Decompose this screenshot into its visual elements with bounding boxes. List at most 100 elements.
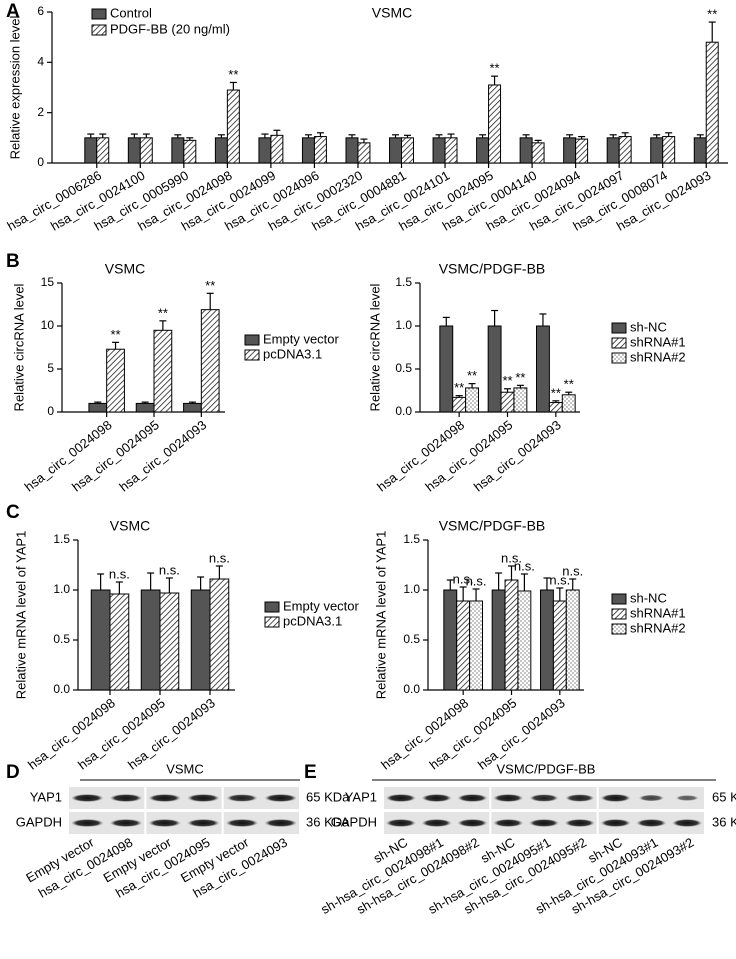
y-tick-label: 0 [47, 404, 54, 418]
bar [226, 89, 240, 164]
band [564, 819, 595, 827]
blot-title: VSMC/PDGF-BB [497, 761, 596, 776]
size-label: 36 KDa [306, 814, 350, 829]
legend-label: Empty vector [283, 598, 360, 613]
y-axis-title: Relative circRNA level [11, 283, 26, 411]
bar [491, 589, 506, 691]
band [421, 819, 452, 827]
legend-swatch [611, 593, 627, 605]
band [109, 819, 143, 827]
significance: ** [228, 67, 238, 82]
chart-title: VSMC/PDGF-BB [439, 261, 546, 277]
legend-swatch [244, 349, 260, 361]
panel-label: B [6, 251, 20, 272]
legend-swatch [611, 352, 627, 364]
bar [90, 589, 111, 691]
panel-label: A [6, 1, 20, 22]
legend-swatch [611, 608, 627, 620]
bar [200, 309, 220, 413]
band [528, 819, 560, 827]
legend-swatch [611, 322, 627, 334]
chart-title: VSMC/PDGF-BB [439, 518, 546, 534]
y-tick-label: 4 [37, 55, 44, 69]
panel-label: C [6, 502, 20, 523]
band [638, 794, 664, 802]
significance: ** [467, 368, 477, 383]
legend-label: pcDNA3.1 [283, 613, 342, 628]
significance: n.s. [501, 550, 522, 565]
significance: ** [158, 305, 168, 320]
legend-label: pcDNA3.1 [263, 346, 322, 361]
y-tick-label: 0.0 [395, 404, 412, 418]
significance: ** [564, 377, 574, 392]
y-tick-label: 1.5 [395, 275, 412, 289]
legend-label: sh-NC [630, 590, 667, 605]
bar [618, 136, 632, 164]
band [264, 819, 297, 827]
bar [135, 402, 155, 413]
legend-label: PDGF-BB (20 ng/ml) [110, 21, 230, 36]
y-tick-label: 1.5 [403, 532, 420, 546]
significance: n.s. [109, 566, 130, 581]
band [71, 794, 104, 802]
bar [140, 589, 161, 691]
legend-label: sh-NC [630, 319, 667, 334]
bar [209, 578, 230, 691]
bar [258, 137, 272, 164]
band [600, 794, 631, 802]
significance: ** [551, 385, 561, 400]
y-tick-label: 0.0 [403, 682, 420, 696]
bar [183, 139, 197, 164]
bar [127, 137, 141, 164]
legend-label: shRNA#1 [630, 605, 686, 620]
band [457, 819, 488, 827]
band [148, 819, 181, 827]
bar [552, 600, 567, 691]
bar [270, 134, 284, 164]
bar [531, 142, 545, 164]
y-tick-label: 5 [47, 361, 54, 375]
bar [313, 136, 327, 164]
band [636, 819, 667, 827]
y-tick-label: 1.0 [403, 582, 420, 596]
blot-strip [223, 787, 299, 809]
bar [401, 137, 414, 164]
bar [456, 600, 471, 691]
bar [389, 137, 402, 164]
band [493, 819, 524, 827]
significance: n.s. [562, 563, 583, 578]
legend-swatch [91, 24, 107, 36]
row-label: GAPDH [16, 814, 62, 829]
legend-swatch [264, 616, 280, 628]
bar [106, 348, 125, 413]
bar [84, 137, 98, 164]
legend-label: Control [110, 5, 152, 20]
bar [96, 137, 110, 164]
band [529, 794, 559, 802]
bar [705, 41, 719, 164]
bar [214, 137, 228, 164]
band [457, 794, 488, 802]
legend-label: shRNA#1 [630, 334, 686, 349]
band [109, 794, 143, 802]
chart-title: VSMC [372, 5, 412, 21]
bar [345, 137, 359, 164]
bar [662, 136, 676, 164]
y-tick-label: 1.0 [395, 318, 412, 332]
blot-strip [69, 812, 145, 834]
bar [469, 600, 484, 691]
significance: ** [454, 380, 464, 395]
significance: n.s. [514, 558, 535, 573]
legend-swatch [264, 601, 280, 613]
significance: ** [489, 61, 499, 76]
bar [693, 137, 707, 164]
y-tick-label: 0 [37, 155, 44, 169]
legend-label: shRNA#2 [630, 620, 686, 635]
bar [488, 84, 502, 164]
band [385, 819, 416, 827]
x-tick-label: hsa_circ_0024093 [471, 417, 564, 494]
bar [439, 325, 454, 413]
bar [575, 138, 589, 164]
band [226, 794, 258, 802]
